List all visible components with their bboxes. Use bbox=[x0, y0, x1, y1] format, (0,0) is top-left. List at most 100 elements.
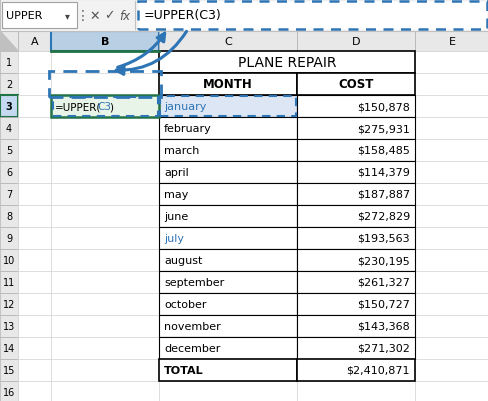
FancyArrowPatch shape bbox=[116, 32, 186, 75]
Bar bbox=[414, 96, 488, 118]
Bar bbox=[296, 293, 414, 315]
Text: $2,410,871: $2,410,871 bbox=[346, 365, 409, 375]
Bar bbox=[0, 162, 18, 184]
Bar bbox=[0, 205, 18, 227]
Text: $261,327: $261,327 bbox=[356, 277, 409, 287]
Bar bbox=[2, 3, 77, 29]
Text: A: A bbox=[31, 37, 38, 47]
Bar bbox=[159, 205, 296, 227]
Text: july: july bbox=[163, 233, 183, 243]
Bar bbox=[0, 315, 18, 337]
Bar bbox=[159, 184, 296, 205]
Bar bbox=[296, 32, 414, 52]
Bar bbox=[52, 97, 157, 116]
Text: E: E bbox=[447, 37, 454, 47]
Text: $114,379: $114,379 bbox=[356, 168, 409, 178]
Bar bbox=[51, 359, 159, 381]
Text: december: december bbox=[163, 343, 220, 353]
Bar bbox=[296, 184, 414, 205]
Bar bbox=[51, 337, 159, 359]
Bar bbox=[0, 52, 18, 74]
Bar bbox=[18, 184, 51, 205]
Text: COST: COST bbox=[338, 78, 373, 91]
Bar bbox=[18, 32, 51, 52]
Text: $158,485: $158,485 bbox=[356, 146, 409, 156]
Bar bbox=[414, 249, 488, 271]
Bar bbox=[414, 315, 488, 337]
Bar bbox=[49, 72, 161, 98]
Bar bbox=[0, 184, 18, 205]
Bar bbox=[296, 227, 414, 249]
Bar bbox=[18, 52, 51, 74]
Bar bbox=[0, 249, 18, 271]
Text: 5: 5 bbox=[6, 146, 12, 156]
Bar bbox=[51, 315, 159, 337]
Text: MONTH: MONTH bbox=[203, 78, 252, 91]
Bar bbox=[296, 315, 414, 337]
Bar bbox=[51, 32, 159, 52]
Text: 3: 3 bbox=[6, 102, 12, 112]
Bar bbox=[296, 271, 414, 293]
Bar bbox=[18, 381, 51, 401]
Bar bbox=[18, 249, 51, 271]
Text: ✓: ✓ bbox=[103, 10, 114, 22]
Bar bbox=[51, 381, 159, 401]
Text: $143,368: $143,368 bbox=[357, 321, 409, 331]
Bar bbox=[414, 359, 488, 381]
Bar bbox=[159, 293, 296, 315]
Bar bbox=[296, 118, 414, 140]
Bar bbox=[18, 96, 51, 118]
Text: $275,931: $275,931 bbox=[356, 124, 409, 134]
Bar bbox=[159, 359, 296, 381]
Bar bbox=[159, 118, 296, 140]
Text: $187,887: $187,887 bbox=[356, 190, 409, 200]
Bar bbox=[51, 271, 159, 293]
Text: =UPPER(: =UPPER( bbox=[55, 102, 101, 112]
Bar bbox=[414, 205, 488, 227]
Bar bbox=[296, 337, 414, 359]
Text: 14: 14 bbox=[3, 343, 15, 353]
Bar bbox=[159, 52, 414, 74]
Bar bbox=[159, 271, 296, 293]
Text: ⋮: ⋮ bbox=[76, 9, 90, 23]
Bar bbox=[0, 227, 18, 249]
Bar bbox=[159, 140, 296, 162]
Text: november: november bbox=[163, 321, 220, 331]
Bar bbox=[18, 162, 51, 184]
Bar bbox=[51, 52, 159, 74]
Bar bbox=[296, 359, 414, 381]
Bar bbox=[296, 140, 414, 162]
Text: PLANE REPAIR: PLANE REPAIR bbox=[237, 56, 336, 70]
Text: 6: 6 bbox=[6, 168, 12, 178]
Bar bbox=[18, 315, 51, 337]
Bar bbox=[18, 140, 51, 162]
Text: ): ) bbox=[109, 102, 113, 112]
Text: 7: 7 bbox=[6, 190, 12, 200]
Bar bbox=[0, 118, 18, 140]
Bar bbox=[138, 2, 486, 30]
Bar bbox=[0, 74, 18, 96]
Bar bbox=[18, 337, 51, 359]
Bar bbox=[51, 140, 159, 162]
Bar bbox=[159, 96, 296, 118]
Text: C3: C3 bbox=[97, 102, 111, 112]
Bar bbox=[296, 162, 414, 184]
Bar bbox=[51, 96, 159, 118]
Bar bbox=[159, 315, 296, 337]
Text: $230,195: $230,195 bbox=[357, 255, 409, 265]
Bar bbox=[18, 205, 51, 227]
Text: june: june bbox=[163, 211, 188, 221]
Bar bbox=[159, 32, 296, 52]
Bar bbox=[0, 381, 18, 401]
Text: 4: 4 bbox=[6, 124, 12, 134]
Bar bbox=[51, 162, 159, 184]
Bar bbox=[296, 381, 414, 401]
Text: 11: 11 bbox=[3, 277, 15, 287]
Text: $150,878: $150,878 bbox=[356, 102, 409, 112]
Bar bbox=[18, 271, 51, 293]
Text: $193,563: $193,563 bbox=[357, 233, 409, 243]
Bar bbox=[51, 74, 159, 96]
Text: february: february bbox=[163, 124, 211, 134]
Bar bbox=[414, 32, 488, 52]
Text: january: january bbox=[163, 102, 206, 112]
